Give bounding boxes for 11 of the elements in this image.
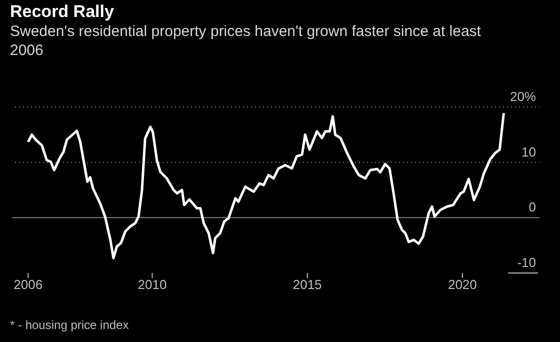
x-tick-label: 2015 [292, 277, 322, 292]
y-tick-label: 20% [510, 89, 536, 104]
y-tick-label: 10 [522, 144, 536, 160]
text: * - housing price index [10, 318, 129, 332]
x-tick-label: 2020 [448, 277, 477, 292]
chart-subtitle: Sweden's residential property prices haven't grown faster since at least 2006 [10, 22, 482, 60]
y-tick-label: -10 [517, 255, 536, 270]
y-tick-label: 0 [528, 200, 536, 215]
x-tick-label: 2010 [138, 277, 167, 292]
x-tick-label: 2006 [14, 277, 43, 292]
chart-title: Record Rally [10, 2, 114, 22]
